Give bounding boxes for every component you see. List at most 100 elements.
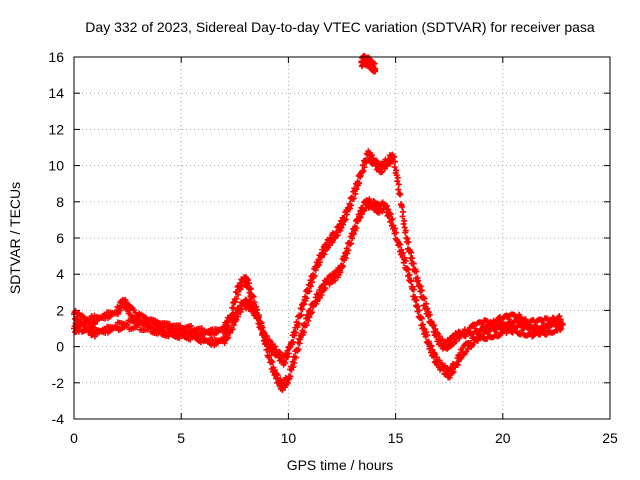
data-point [352, 190, 359, 197]
data-point [408, 277, 415, 284]
data-point [165, 333, 172, 340]
data-point [404, 235, 411, 242]
data-point [268, 357, 275, 364]
data-point [274, 372, 281, 379]
data-point [238, 306, 245, 313]
data-point [390, 153, 397, 160]
data-point [292, 329, 299, 336]
data-point [400, 208, 407, 215]
data-point [396, 240, 403, 247]
data-point [298, 311, 305, 318]
x-tick-label: 0 [70, 430, 78, 446]
data-point [372, 65, 379, 72]
data-point [235, 291, 242, 298]
data-point [358, 211, 365, 218]
data-point [404, 265, 411, 272]
data-point [233, 316, 240, 323]
data-point [394, 174, 401, 181]
data-point [260, 328, 267, 335]
data-point [345, 247, 352, 254]
y-tick-label: 16 [48, 49, 64, 65]
data-point [230, 322, 237, 329]
data-point [247, 298, 254, 305]
data-point [250, 303, 257, 310]
data-point [187, 336, 194, 343]
data-point [450, 368, 457, 375]
data-point [294, 324, 301, 331]
data-point [251, 304, 258, 311]
data-point [135, 321, 142, 328]
data-point [295, 346, 302, 353]
data-point [415, 277, 422, 284]
data-point [295, 320, 302, 327]
data-point [393, 229, 400, 236]
data-point [146, 323, 153, 330]
data-point [415, 303, 422, 310]
data-point [176, 335, 183, 342]
data-point [433, 354, 440, 361]
data-point [347, 205, 354, 212]
data-point [114, 310, 121, 317]
data-point [410, 286, 417, 293]
chart-title: Day 332 of 2023, Sidereal Day-to-day VTE… [85, 19, 595, 35]
data-point [291, 359, 298, 366]
data-point [339, 220, 345, 227]
data-point [449, 341, 456, 348]
data-point [265, 346, 272, 353]
data-point [454, 361, 461, 368]
data-point [221, 340, 228, 347]
data-point [308, 279, 315, 286]
data-point [417, 283, 424, 290]
data-point [397, 191, 404, 198]
data-point [389, 216, 396, 223]
y-tick-label: 10 [48, 158, 64, 174]
y-tick-label: 0 [56, 339, 64, 355]
x-tick-label: 10 [281, 430, 297, 446]
plot-frame [73, 56, 611, 420]
data-point [250, 293, 257, 300]
data-point [392, 158, 399, 165]
x-axis-label: GPS time / hours [287, 457, 394, 473]
y-tick-label: 12 [48, 121, 64, 137]
data-point [232, 298, 239, 305]
data-point [395, 181, 402, 188]
y-tick-label: 8 [56, 194, 64, 210]
data-point [348, 240, 355, 247]
data-point [559, 321, 566, 328]
y-tick-label: 6 [56, 230, 64, 246]
data-point [277, 376, 284, 383]
data-point [255, 314, 262, 321]
x-tick-label: 20 [495, 430, 511, 446]
data-point [311, 272, 318, 279]
data-point [391, 164, 398, 171]
data-point [405, 239, 412, 246]
y-tick-label: -2 [52, 375, 65, 391]
data-point [386, 210, 393, 217]
data-point [318, 292, 325, 299]
data-point [355, 217, 362, 224]
data-point [401, 217, 408, 224]
data-point [400, 249, 407, 256]
data-point [308, 309, 315, 316]
y-tick-label: 14 [48, 85, 64, 101]
data-point [285, 350, 292, 357]
data-point [444, 345, 451, 352]
data-point [440, 338, 447, 345]
data-point [262, 340, 269, 347]
data-point [258, 322, 265, 329]
data-point [229, 326, 236, 333]
data-point [416, 307, 423, 314]
data-point [334, 232, 341, 239]
data-point [306, 288, 313, 295]
data-point [421, 295, 428, 302]
data-point [385, 206, 392, 213]
data-point [436, 333, 443, 340]
data-point [292, 354, 299, 361]
data-point [318, 254, 325, 261]
data-point [401, 224, 408, 231]
data-point [314, 298, 321, 305]
data-point [543, 331, 550, 338]
data-point [290, 364, 297, 371]
data-point [342, 255, 349, 262]
